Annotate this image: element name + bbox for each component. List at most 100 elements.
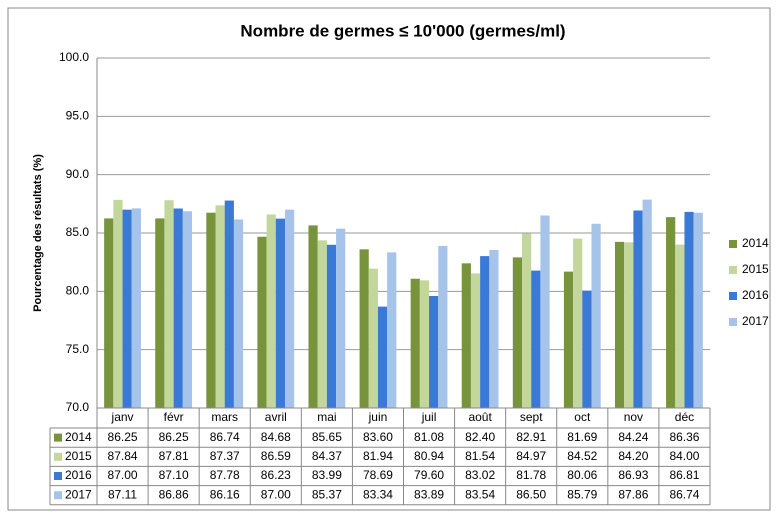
table-value: 82.40 <box>465 430 495 444</box>
table-value: 85.37 <box>312 487 342 501</box>
bar <box>480 256 490 408</box>
table-value: 81.54 <box>465 449 495 463</box>
table-value: 83.60 <box>363 430 393 444</box>
bar <box>429 296 439 408</box>
bar <box>368 268 378 408</box>
x-tick-label: avril <box>265 410 287 424</box>
table-value: 80.06 <box>567 468 597 482</box>
table-value: 86.16 <box>210 487 240 501</box>
x-tick-label: juil <box>421 410 437 424</box>
x-tick-label: févr <box>164 410 184 424</box>
bar <box>233 219 244 408</box>
table-value: 86.25 <box>108 430 138 444</box>
legend-label: 2014 <box>742 236 769 250</box>
table-value: 86.74 <box>669 487 699 501</box>
table-value: 84.37 <box>312 449 342 463</box>
y-tick-label: 70.0 <box>66 400 90 414</box>
table-value: 86.25 <box>159 430 189 444</box>
bar <box>155 218 165 408</box>
bar <box>173 208 183 408</box>
x-tick-label: déc <box>675 410 694 424</box>
bar <box>642 199 652 408</box>
table-value: 86.59 <box>261 449 291 463</box>
bar <box>317 240 327 408</box>
table-legend-key <box>54 491 62 500</box>
table-value: 86.74 <box>210 430 240 444</box>
bar <box>275 218 285 408</box>
table-value: 86.36 <box>669 430 699 444</box>
bar <box>257 236 267 408</box>
bar <box>461 263 471 408</box>
table-value: 84.97 <box>516 449 546 463</box>
table-value: 87.11 <box>108 487 137 501</box>
table-value: 79.60 <box>414 468 444 482</box>
bar <box>308 225 318 408</box>
bar <box>419 280 430 408</box>
legend-swatch <box>729 240 737 248</box>
table-value: 81.78 <box>516 468 546 482</box>
table-legend-key <box>54 433 62 442</box>
table-value: 87.00 <box>108 468 138 482</box>
bar <box>104 218 114 408</box>
bar <box>666 217 676 408</box>
table-value: 86.23 <box>261 468 291 482</box>
bar <box>206 212 216 408</box>
bar <box>489 250 499 408</box>
table-value: 87.84 <box>108 449 138 463</box>
table-value: 87.86 <box>618 487 648 501</box>
x-tick-label: nov <box>624 410 643 424</box>
table-value: 86.50 <box>516 487 546 501</box>
table-value: 84.24 <box>618 430 648 444</box>
table-legend-key <box>54 452 62 461</box>
table-value: 81.69 <box>567 430 597 444</box>
bar <box>131 208 141 408</box>
table-value: 86.93 <box>618 468 648 482</box>
bar <box>633 210 643 408</box>
bar <box>522 233 532 408</box>
bar <box>675 244 685 408</box>
bar <box>215 205 225 408</box>
bar <box>540 215 550 408</box>
table-value: 83.54 <box>465 487 495 501</box>
y-tick-label: 90.0 <box>66 167 90 181</box>
bar <box>387 252 397 408</box>
table-series-label: 2017 <box>65 487 92 501</box>
bar <box>563 271 574 408</box>
table-value: 80.94 <box>414 449 444 463</box>
table-value: 86.86 <box>159 487 189 501</box>
table-value: 87.10 <box>159 468 189 482</box>
table-value: 87.81 <box>159 449 189 463</box>
table-legend-key <box>54 472 62 480</box>
table-value: 84.00 <box>669 449 699 463</box>
x-tick-label: oct <box>574 410 591 424</box>
x-tick-label: sept <box>520 410 543 424</box>
bar <box>284 209 295 408</box>
table-value: 84.68 <box>261 430 291 444</box>
table-value: 86.81 <box>669 468 699 482</box>
bar <box>122 209 132 408</box>
table-value: 81.08 <box>414 430 444 444</box>
table-series-label: 2016 <box>65 468 92 482</box>
bar <box>531 270 541 408</box>
table-series-label: 2015 <box>65 449 92 463</box>
table-value: 81.94 <box>363 449 393 463</box>
y-axis-title: Pourcentage des résultats (%) <box>32 154 44 312</box>
bar <box>224 200 234 408</box>
bar <box>164 200 174 408</box>
table-value: 85.65 <box>312 430 342 444</box>
bar <box>582 290 592 408</box>
table-value: 84.20 <box>618 449 648 463</box>
legend-swatch <box>729 266 737 274</box>
table-series-label: 2014 <box>65 430 92 444</box>
table-value: 85.79 <box>567 487 597 501</box>
y-tick-label: 75.0 <box>66 342 90 356</box>
table-value: 87.00 <box>261 487 291 501</box>
bar <box>113 199 123 408</box>
y-tick-label: 100.0 <box>59 50 89 64</box>
x-tick-label: août <box>468 410 492 424</box>
bar <box>591 223 601 408</box>
bar <box>326 244 337 408</box>
bar <box>336 228 346 408</box>
bar <box>512 257 523 408</box>
